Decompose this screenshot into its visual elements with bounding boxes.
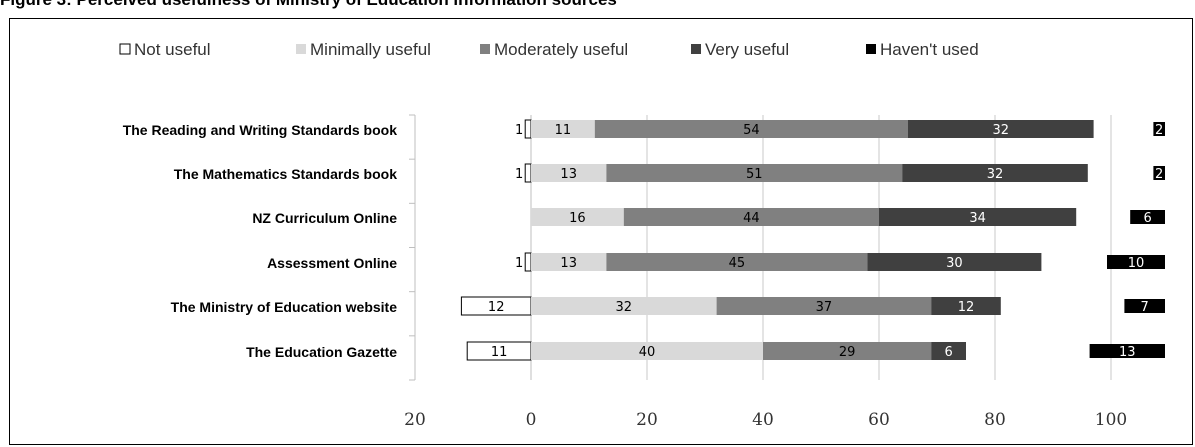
bar-havent-used bbox=[1130, 210, 1165, 224]
bar-minimally-useful bbox=[531, 253, 607, 271]
data-label: 1 bbox=[515, 167, 523, 182]
data-label: 6 bbox=[944, 345, 952, 360]
bar-moderately-useful bbox=[716, 297, 932, 315]
data-label: 29 bbox=[839, 345, 856, 360]
data-label: 1 bbox=[515, 256, 523, 271]
category-label-the-education-gazette: The Education Gazette bbox=[246, 344, 397, 360]
bar-very-useful bbox=[931, 342, 966, 360]
category-label-the-reading-and-writing-standards-book: The Reading and Writing Standards book bbox=[123, 122, 398, 138]
bar-moderately-useful bbox=[623, 208, 879, 226]
data-label: 30 bbox=[946, 256, 963, 271]
legend-label-moderately-useful: Moderately useful bbox=[494, 40, 628, 59]
data-label: 32 bbox=[987, 167, 1004, 182]
data-label: 7 bbox=[1141, 300, 1149, 315]
bar-very-useful bbox=[902, 164, 1088, 182]
x-tick-label: 20 bbox=[404, 410, 426, 430]
legend-label-very-useful: Very useful bbox=[705, 40, 789, 59]
legend-swatch-minimally-useful bbox=[296, 44, 306, 54]
x-tick-label: 0 bbox=[526, 410, 537, 430]
bar-not-useful bbox=[524, 163, 532, 183]
legend-swatch-moderately-useful bbox=[480, 44, 490, 54]
bar-minimally-useful bbox=[531, 164, 607, 182]
bar-havent-used bbox=[1089, 344, 1165, 358]
data-label: 13 bbox=[560, 167, 577, 182]
x-tick-label: 100 bbox=[1095, 410, 1127, 430]
bar-moderately-useful bbox=[763, 342, 932, 360]
chart-frame bbox=[9, 18, 1193, 445]
data-label: 32 bbox=[993, 123, 1010, 138]
bar-moderately-useful bbox=[594, 120, 908, 138]
x-tick-label: 20 bbox=[636, 410, 658, 430]
legend-swatch-not-useful bbox=[119, 43, 131, 55]
bar-havent-used bbox=[1124, 299, 1165, 313]
data-label: 32 bbox=[616, 300, 633, 315]
data-label: 37 bbox=[816, 300, 833, 315]
data-label: 13 bbox=[1119, 345, 1136, 360]
bar-not-useful bbox=[524, 119, 532, 139]
data-label: 12 bbox=[958, 300, 975, 315]
data-label: 45 bbox=[729, 256, 746, 271]
data-label: 10 bbox=[1128, 256, 1145, 271]
bar-minimally-useful bbox=[531, 120, 595, 138]
legend-label-minimally-useful: Minimally useful bbox=[310, 40, 431, 59]
data-label: 2 bbox=[1155, 123, 1163, 138]
data-label: 2 bbox=[1155, 167, 1163, 182]
bar-minimally-useful bbox=[531, 342, 763, 360]
data-label: 6 bbox=[1143, 211, 1151, 226]
figure-caption: Figure 3: Perceived usefulness of Minist… bbox=[0, 0, 1195, 10]
data-label: 54 bbox=[743, 123, 760, 138]
data-label: 12 bbox=[488, 300, 505, 315]
data-label: 1 bbox=[515, 123, 523, 138]
bar-minimally-useful bbox=[531, 208, 624, 226]
bar-very-useful bbox=[879, 208, 1077, 226]
bar-very-useful bbox=[931, 297, 1001, 315]
bar-havent-used bbox=[1153, 166, 1165, 180]
data-label: 44 bbox=[743, 211, 760, 226]
data-label: 51 bbox=[746, 167, 763, 182]
bar-havent-used bbox=[1153, 122, 1165, 136]
data-label: 11 bbox=[555, 123, 572, 138]
x-tick-label: 40 bbox=[752, 410, 774, 430]
bar-moderately-useful bbox=[606, 253, 868, 271]
category-label-the-mathematics-standards-book: The Mathematics Standards book bbox=[174, 166, 397, 182]
legend-swatch-very-useful bbox=[691, 44, 701, 54]
category-label-assessment-online: Assessment Online bbox=[267, 255, 397, 271]
x-tick-label: 80 bbox=[984, 410, 1006, 430]
legend-label-not-useful: Not useful bbox=[134, 40, 211, 59]
bar-minimally-useful bbox=[531, 297, 717, 315]
data-label: 13 bbox=[560, 256, 577, 271]
legend-swatch-haven-t-used bbox=[866, 44, 876, 54]
legend-label-haven-t-used: Haven't used bbox=[880, 40, 979, 59]
category-label-the-ministry-of-education-website: The Ministry of Education website bbox=[171, 299, 398, 315]
data-label: 34 bbox=[969, 211, 986, 226]
bar-moderately-useful bbox=[606, 164, 903, 182]
bar-havent-used bbox=[1107, 255, 1165, 269]
data-label: 40 bbox=[639, 345, 656, 360]
x-tick-label: 60 bbox=[868, 410, 890, 430]
bar-not-useful bbox=[524, 252, 532, 272]
category-label-nz-curriculum-online: NZ Curriculum Online bbox=[252, 210, 397, 226]
data-label: 16 bbox=[569, 211, 586, 226]
bar-very-useful bbox=[867, 253, 1042, 271]
bar-very-useful bbox=[908, 120, 1094, 138]
data-label: 11 bbox=[491, 345, 508, 360]
